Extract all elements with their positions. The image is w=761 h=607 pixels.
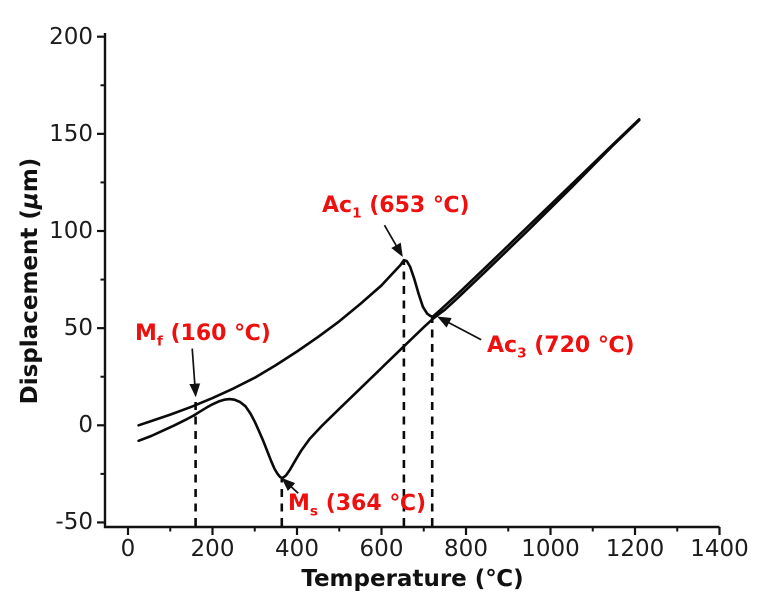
annotation-ac3: Ac3 (720 ℃) (487, 333, 635, 362)
x-tick-label: 800 (444, 536, 488, 562)
cooling-curve-path (137, 118, 641, 480)
x-tick-label: 1400 (690, 536, 749, 562)
x-tick-label: 600 (359, 536, 404, 562)
y-tick-label: 100 (49, 218, 93, 244)
y-axis-title-mu: μ (17, 192, 43, 210)
y-tick-label: 0 (78, 412, 93, 439)
axes (103, 33, 720, 529)
y-tick-label: 150 (49, 120, 93, 147)
x-axis-title: Temperature (℃) (301, 566, 524, 592)
y-axis-title: Displacement (μm) (17, 41, 43, 521)
annotation-mf: Mf (160 ℃) (135, 321, 271, 350)
annotation-arrow-mf (189, 348, 201, 398)
y-tick-label: 200 (49, 23, 93, 50)
y-axis-title-suffix: m) (17, 157, 43, 193)
heating-curve-path (137, 118, 641, 427)
x-tick-label: 400 (275, 536, 319, 562)
annotation-arrow-ac1 (383, 224, 403, 258)
x-tick-label: 1000 (521, 536, 580, 562)
x-tick-label: 1200 (605, 536, 665, 562)
y-tick-label: 50 (63, 315, 93, 342)
annotation-ac1: Ac1 (653 ℃) (322, 193, 470, 222)
annotation-ms: Ms (364 ℃) (288, 491, 427, 520)
x-tick-label: 200 (190, 536, 235, 562)
y-tick-label: -50 (55, 509, 93, 536)
annotation-arrow-ms (281, 477, 299, 494)
x-tick-label: 0 (120, 536, 136, 562)
annotation-arrow-ac3 (437, 316, 482, 341)
